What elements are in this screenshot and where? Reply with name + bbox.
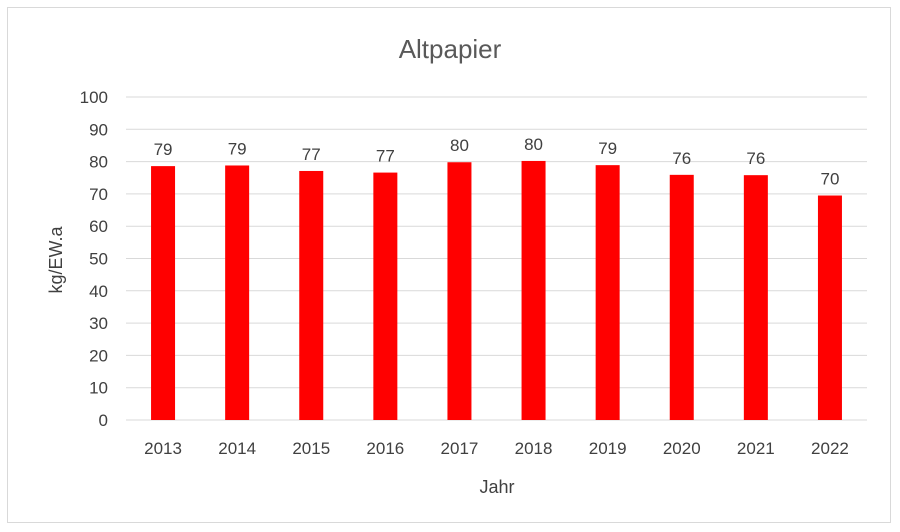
x-tick-label: 2019	[589, 439, 627, 458]
y-tick-label: 0	[99, 411, 108, 430]
x-tick-label: 2013	[144, 439, 182, 458]
bar-2016	[373, 172, 398, 420]
y-axis-label: kg/EW.a	[46, 226, 66, 294]
bar-2020	[669, 174, 694, 420]
bar-2017	[447, 162, 472, 420]
data-label-2019: 79	[598, 139, 617, 158]
bar-2015	[299, 170, 324, 420]
y-tick-label: 100	[80, 88, 108, 107]
data-label-2014: 79	[228, 139, 247, 158]
data-label-2018: 80	[524, 135, 543, 154]
data-label-2015: 77	[302, 145, 321, 164]
y-axis-ticks: 0 10 20 30 40 50 60 70 80 90 100	[80, 88, 108, 430]
data-label-2022: 70	[820, 170, 839, 189]
x-tick-label: 2021	[737, 439, 775, 458]
x-tick-label: 2020	[663, 439, 701, 458]
bars	[151, 160, 842, 421]
bar-2014	[225, 165, 250, 420]
bar-2021	[743, 175, 768, 420]
y-tick-label: 20	[89, 346, 108, 365]
data-label-2017: 80	[450, 136, 469, 155]
data-label-2013: 79	[154, 140, 173, 159]
data-label-2021: 76	[746, 149, 765, 168]
chart-title: Altpapier	[399, 34, 502, 64]
y-tick-label: 80	[89, 153, 108, 172]
x-axis-ticks: 2013 2014 2015 2016 2017 2018 2019 2020 2021 2022	[144, 439, 849, 458]
bar-2018	[521, 160, 546, 421]
bar-2013	[151, 166, 176, 420]
y-tick-label: 30	[89, 314, 108, 333]
y-tick-label: 50	[89, 250, 108, 269]
y-tick-label: 70	[89, 185, 108, 204]
data-label-2016: 77	[376, 147, 395, 166]
x-tick-label: 2014	[218, 439, 256, 458]
x-tick-label: 2018	[515, 439, 553, 458]
gridlines	[126, 96, 867, 421]
x-axis-label: Jahr	[479, 477, 514, 497]
y-tick-label: 90	[89, 120, 108, 139]
x-tick-label: 2017	[441, 439, 479, 458]
x-tick-label: 2015	[292, 439, 330, 458]
x-tick-label: 2016	[366, 439, 404, 458]
data-labels: 79 79 77 77 80 80 79 76 76 70	[154, 135, 840, 189]
bar-2022	[817, 195, 842, 420]
y-tick-label: 10	[89, 379, 108, 398]
y-tick-label: 60	[89, 217, 108, 236]
x-tick-label: 2022	[811, 439, 849, 458]
y-tick-label: 40	[89, 282, 108, 301]
data-label-2020: 76	[672, 149, 691, 168]
bar-2019	[595, 165, 620, 420]
